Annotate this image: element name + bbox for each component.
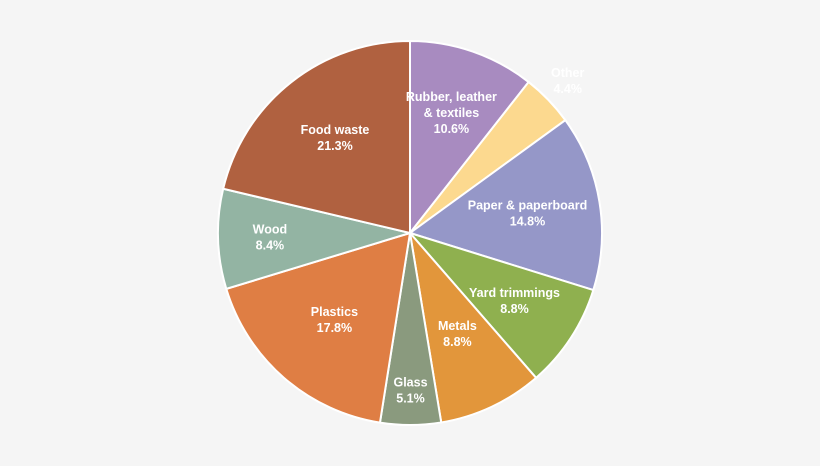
slice-label-rubber-leather-textiles: Rubber, leather & textiles 10.6% bbox=[406, 90, 497, 136]
slice-label-food-waste: Food waste 21.3% bbox=[301, 123, 370, 153]
slice-label-paper-paperboard: Paper & paperboard 14.8% bbox=[468, 199, 587, 229]
pie-slices bbox=[217, 39, 603, 426]
slice-value: 14.8% bbox=[510, 215, 545, 229]
slice-label-metals: Metals 8.8% bbox=[438, 319, 477, 349]
pie-slice-plastics bbox=[225, 231, 412, 424]
slice-name: Food waste bbox=[301, 123, 370, 137]
slice-label-wood: Wood 8.4% bbox=[253, 222, 287, 252]
slice-label-plastics: Plastics 17.8% bbox=[311, 305, 358, 335]
pie-slice-wood bbox=[217, 187, 414, 291]
slice-name: & textiles bbox=[424, 106, 480, 120]
slice-value: 8.8% bbox=[443, 335, 472, 349]
slice-name: Plastics bbox=[311, 305, 358, 319]
slice-name: Wood bbox=[253, 222, 287, 236]
slice-label-glass: Glass 5.1% bbox=[393, 375, 427, 405]
slice-label-yard-trimmings: Yard trimmings 8.8% bbox=[469, 286, 560, 316]
slice-name: Rubber, leather bbox=[406, 90, 497, 104]
pie-labels: Rubber, leather & textiles 10.6% Other 4.4% P… bbox=[253, 66, 588, 405]
slice-value: 5.1% bbox=[396, 391, 425, 405]
slice-name: Metals bbox=[438, 319, 477, 333]
pie-slice-metals bbox=[408, 229, 538, 424]
slice-value: 17.8% bbox=[317, 321, 352, 335]
slice-name: Other bbox=[551, 66, 584, 80]
slice-value: 8.8% bbox=[500, 302, 529, 316]
pie-slice-yard-trimmings bbox=[406, 230, 595, 380]
pie-slice-rubber-leather-textiles bbox=[409, 39, 531, 236]
slice-name: Yard trimmings bbox=[469, 286, 560, 300]
pie-slice-food-waste bbox=[221, 39, 411, 235]
slice-value: 8.4% bbox=[256, 238, 285, 252]
slice-name: Glass bbox=[393, 375, 427, 389]
slice-label-other: Other 4.4% bbox=[551, 66, 584, 96]
slice-value: 21.3% bbox=[317, 139, 352, 153]
slice-name: Paper & paperboard bbox=[468, 199, 587, 213]
slice-value: 10.6% bbox=[434, 122, 469, 136]
slice-value: 4.4% bbox=[553, 82, 582, 96]
